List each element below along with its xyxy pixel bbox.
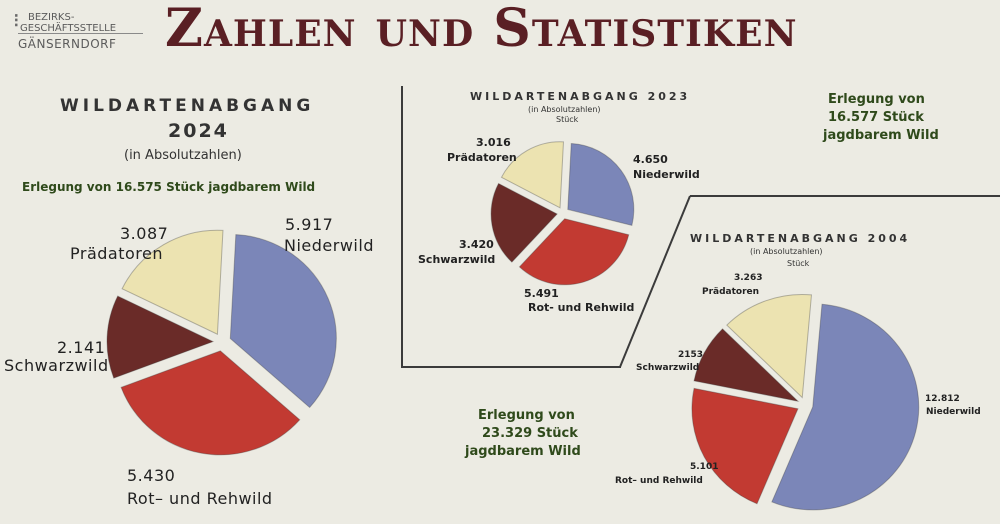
value-label-2004-niederwild: 12.812 [925,394,960,404]
category-label-2004-praedatoren: Prädatoren [702,287,760,297]
value-label-2024-niederwild: 5.917 [285,215,334,234]
subtitle1-2004: (in Absolutzahlen) [750,247,823,256]
pie-slice-2024-niederwild [229,234,337,409]
value-label-2023-niederwild: 4.650 [633,153,668,166]
title-2004: WILDARTENABGANG 2004 [690,232,911,245]
value-label-2024-rotrehwild: 5.430 [127,466,176,485]
category-label-2004-schwarzwild: Schwarzwild [636,363,700,373]
logo-icon: ⫶ [14,12,19,32]
pie-slice-2024-praedatoren [121,229,224,336]
subtitle2-2004: Stück [787,259,810,268]
subtitle2-2023: Stück [556,115,579,124]
value-label-2004-rotrehwild: 5.101 [690,462,719,472]
pie-slice-2023-schwarzwild [490,182,558,263]
logo-line-1: BEZIRKS- GESCHÄFTSSTELLE [20,12,116,34]
category-label-2023-niederwild: Niederwild [633,168,700,181]
caption-2004-l1: Erlegung von [478,408,575,423]
category-label-2024-niederwild: Niederwild [284,236,374,255]
logo-text-3: GÄNSERNDORF [18,37,117,51]
value-label-2024-schwarzwild: 2.141 [57,338,106,357]
title-2024: WILDARTENABGANG [60,96,315,116]
logo-text-2: GESCHÄFTSSTELLE [20,23,117,34]
category-label-2024-rotrehwild: Rot– und Rehwild [127,489,273,508]
divider-vertical [401,86,403,366]
caption-2023-l2: 16.577 Stück [828,110,924,125]
category-label-2004-rotrehwild: Rot– und Rehwild [615,476,703,486]
pie-slice-2004-schwarzwild [693,328,800,403]
divider-horizontal [401,366,621,368]
pie-slice-2023-niederwild [567,142,635,226]
value-label-2004-schwarzwild: 2153 [678,350,704,360]
pie-slice-2024-rotrehwild [120,350,301,456]
value-label-2023-schwarzwild: 3.420 [459,238,494,251]
pie-slice-2024-schwarzwild [106,295,215,379]
category-label-2024-schwarzwild: Schwarzwild [4,356,109,375]
pie-slice-2004-niederwild [771,303,920,511]
value-label-2024-praedatoren: 3.087 [120,224,169,243]
category-label-2023-rotrehwild: Rot- und Rehwild [528,301,635,314]
caption-2004-l2: 23.329 Stück [482,426,578,441]
category-label-2023-schwarzwild: Schwarzwild [418,253,496,266]
logo-divider [18,33,143,34]
year-2024: 2024 [168,120,229,142]
caption-2004-l3: jagdbarem Wild [465,444,581,459]
pie-slice-2023-praedatoren [500,141,565,209]
pie-slice-2004-praedatoren [726,293,813,399]
value-label-2004-praedatoren: 3.263 [734,273,763,283]
page-title: Zahlen und Statistiken [165,0,798,59]
caption-2024: Erlegung von 16.575 Stück jagdbarem Wild [22,180,316,194]
subtitle1-2023: (in Absolutzahlen) [528,105,601,114]
category-label-2024-praedatoren: Prädatoren [70,244,163,263]
caption-2023-l3: jagdbarem Wild [823,128,939,143]
value-label-2023-rotrehwild: 5.491 [524,287,559,300]
pie-slice-2023-rotrehwild [518,218,630,286]
title-2023: WILDARTENABGANG 2023 [470,90,691,103]
value-label-2023-praedatoren: 3.016 [476,136,511,149]
category-label-2004-niederwild: Niederwild [926,407,981,417]
caption-2023-l1: Erlegung von [828,92,925,107]
pie-slice-2004-rotrehwild [691,387,799,505]
logo-text-1: BEZIRKS- [28,12,75,23]
subtitle-2024: (in Absolutzahlen) [124,148,242,163]
category-label-2023-praedatoren: Prädatoren [447,151,517,164]
divider-step [690,195,1000,197]
